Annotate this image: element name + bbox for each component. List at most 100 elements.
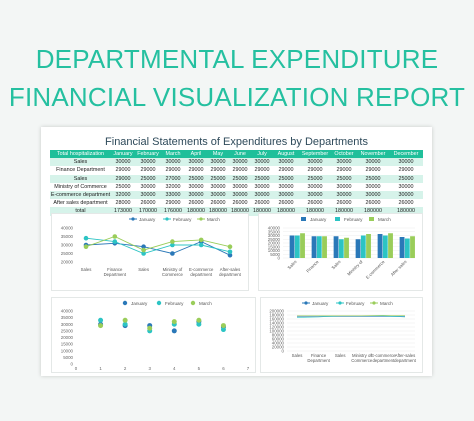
legend-label: March	[207, 217, 220, 222]
table-cell: 30000	[357, 158, 389, 167]
header-february: February	[135, 150, 161, 159]
legend-marker	[165, 217, 169, 221]
table-cell: 180000	[357, 207, 389, 216]
bar	[311, 236, 317, 258]
table-cell: 29000	[161, 166, 185, 175]
y-tick-label: 60000	[272, 337, 285, 342]
y-tick-label: 10000	[268, 248, 281, 253]
data-point	[171, 319, 177, 325]
header-october: October	[331, 150, 357, 159]
data-point	[227, 252, 233, 258]
table-cell: 30000	[251, 158, 273, 167]
data-point	[112, 234, 118, 239]
data-point	[196, 321, 202, 327]
row-label: E-commerce department	[50, 190, 111, 200]
data-point	[122, 321, 128, 327]
table-cell: 29000	[185, 166, 207, 175]
table-cell: 25000	[185, 174, 207, 183]
report-title-line-1: DEPARTMENTAL EXPENDITURE	[35, 44, 439, 74]
legend-label: March	[380, 301, 393, 306]
data-point	[227, 249, 233, 255]
table-row: Finance Department 29000 29000 29000 29000 29…	[50, 166, 423, 175]
table-cell: 180000	[273, 207, 299, 216]
x-tick-label: Finance	[107, 267, 123, 272]
x-tick-label: Sales	[292, 353, 303, 358]
table-cell: 30000	[357, 182, 389, 191]
y-tick-label: 0	[278, 256, 281, 261]
table-cell: 29000	[331, 166, 357, 175]
table-cell: 30000	[135, 190, 161, 200]
table-cell: 29000	[229, 166, 251, 175]
line-chart-panel: January February March 40000 35000 30000 25000…	[51, 213, 249, 291]
x-tick-label: Sales	[286, 259, 297, 270]
legend-marker	[338, 301, 342, 305]
data-point	[198, 242, 204, 248]
data-point	[170, 239, 175, 244]
table-cell: 25000	[251, 174, 273, 183]
table-cell: 30000	[331, 158, 357, 167]
bar	[344, 237, 349, 258]
legend-marker	[304, 301, 308, 305]
table-cell: 26000	[251, 199, 273, 208]
table-cell: 26000	[357, 199, 389, 208]
x-tick-label: 4	[173, 366, 176, 371]
x-tick-label: 2	[124, 366, 127, 371]
table-cell: 26000	[299, 199, 331, 208]
table-cell: 30000	[331, 182, 357, 191]
table-cell: 26000	[207, 199, 229, 208]
expenditure-table: Total hospitalization January February Marc…	[50, 150, 423, 216]
y-tick-label: 40000	[268, 226, 281, 231]
data-point	[170, 251, 175, 256]
table-cell: 30000	[185, 158, 207, 167]
x-tick-label: E-commerce	[365, 259, 386, 280]
y-tick-label: 100000	[269, 329, 284, 334]
legend-label: January	[312, 301, 329, 306]
row-label: Finance Department	[50, 166, 111, 175]
bar	[316, 236, 322, 258]
legend-label: February	[346, 301, 365, 306]
data-point	[198, 237, 204, 243]
data-point	[112, 239, 118, 244]
x-tick-label: Finance	[305, 259, 320, 274]
x-tick-label: E-commerce	[189, 267, 214, 272]
x-tick-label: Department	[307, 358, 330, 363]
x-tick-label: 1	[99, 366, 102, 371]
table-cell: 25000	[135, 174, 161, 183]
table-cell: 30000	[135, 158, 161, 167]
table-cell: 25000	[207, 174, 229, 183]
x-tick-label: Ministry of	[163, 267, 183, 272]
y-tick-label: 5000	[63, 355, 73, 360]
table-cell: 26000	[229, 199, 251, 208]
bar	[338, 239, 344, 258]
table-cell: 25000	[299, 174, 331, 183]
data-point	[141, 244, 146, 249]
bar	[300, 233, 305, 258]
bar	[360, 235, 366, 258]
bar	[366, 234, 371, 258]
table-cell: 30000	[273, 158, 299, 167]
table-cell: 29000	[161, 199, 185, 208]
bar	[404, 238, 410, 258]
scatter-chart-panel: January February March 40000 35000 30000 25000…	[51, 297, 256, 373]
table-cell: 30000	[273, 190, 299, 200]
y-tick-label: 20000	[272, 345, 285, 350]
y-tick-label: 10000	[61, 348, 74, 353]
table-cell: 29000	[357, 166, 389, 175]
table-cell: 30000	[207, 158, 229, 167]
table-cell: 28000	[111, 199, 135, 208]
bar-chart-panel: January February March 40000 35000 30000 25000…	[258, 213, 423, 291]
table-cell: 26000	[135, 199, 161, 208]
legend-marker	[122, 300, 128, 306]
table-cell: 180000	[299, 207, 331, 216]
row-label: After sales department	[50, 199, 111, 208]
table-cell: 25000	[111, 182, 135, 191]
y-tick-label: 160000	[269, 317, 284, 322]
table-cell: 32000	[161, 182, 185, 191]
x-tick-label: department	[373, 358, 396, 363]
table-cell: 29000	[299, 166, 331, 175]
table-row: After sales department 28000 26000 29000 260…	[50, 199, 423, 208]
x-tick-label: 3	[148, 366, 151, 371]
x-tick-label: After-sales	[395, 353, 416, 358]
x-tick-label: Commerce	[162, 272, 184, 277]
table-cell: 30000	[389, 158, 423, 167]
